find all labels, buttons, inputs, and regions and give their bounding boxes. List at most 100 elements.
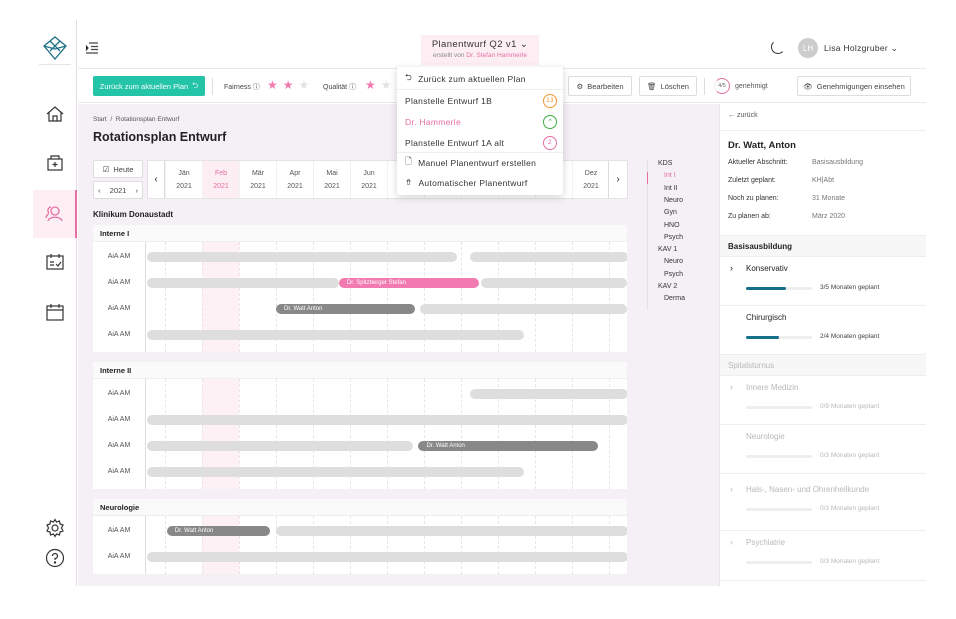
- department-nav-item[interactable]: KAV 1: [658, 246, 678, 254]
- month-column[interactable]: Jun 2021: [350, 161, 387, 198]
- menu-item-manual-draft[interactable]: 🗋 Manuel Planentwurf erstellen: [397, 152, 563, 173]
- month-column[interactable]: Dez 2021: [572, 161, 609, 198]
- department-nav-item[interactable]: KDS: [658, 160, 673, 167]
- top-header: Planentwurf Q2 v1 ⌄ erstellt von Dr. Ste…: [78, 20, 926, 69]
- grid-line: [350, 516, 351, 574]
- menu-toggle-icon[interactable]: [85, 42, 99, 56]
- availability-bar[interactable]: [146, 467, 524, 477]
- trash-icon: 🗑: [647, 81, 657, 91]
- training-item[interactable]: Chirurgisch 2/4 Monaten geplant: [720, 306, 926, 355]
- month-column[interactable]: Feb 2021: [202, 161, 239, 198]
- department-nav-item[interactable]: Gyn: [664, 209, 677, 217]
- sidebar-item-medical[interactable]: [33, 140, 77, 188]
- active-indicator: [647, 172, 648, 184]
- availability-bar[interactable]: [146, 441, 413, 451]
- department-nav-item[interactable]: KAV 2: [658, 283, 678, 290]
- today-button[interactable]: ☑ Heute: [93, 160, 143, 178]
- grid-line: [609, 516, 610, 574]
- menu-item-draft[interactable]: Planstelle Entwurf 1B 13: [397, 90, 563, 111]
- availability-bar[interactable]: [420, 304, 627, 314]
- sidebar-item-home[interactable]: [33, 91, 77, 139]
- user-menu[interactable]: Lisa Holzgruber ⌄: [824, 43, 898, 54]
- menu-item-auto-draft[interactable]: ⇮ Automatischer Planentwurf: [397, 172, 563, 193]
- grid-line: [313, 242, 314, 352]
- availability-bar[interactable]: [470, 389, 627, 399]
- availability-bar[interactable]: [481, 278, 627, 288]
- button-label: Heute: [113, 164, 134, 174]
- settings-button[interactable]: [33, 514, 77, 544]
- month-column[interactable]: Jän 2021: [165, 161, 202, 198]
- calendar-check-icon: [45, 252, 65, 274]
- help-button[interactable]: [33, 544, 77, 574]
- availability-bar[interactable]: [146, 552, 627, 562]
- availability-bar[interactable]: [470, 252, 627, 262]
- grid-line: [609, 242, 610, 352]
- department-nav-item[interactable]: HNO: [664, 221, 680, 229]
- chevron-right-icon[interactable]: ›: [135, 185, 139, 195]
- training-item[interactable]: › Innere Medizin 0/9 Monaten geplant: [720, 376, 926, 425]
- sidebar-item-calendar[interactable]: [33, 289, 77, 337]
- back-link[interactable]: ← zurück: [728, 112, 758, 119]
- availability-bar[interactable]: [276, 526, 627, 536]
- grid-line: [165, 516, 166, 574]
- edit-button[interactable]: ⚙ Bearbeiten: [568, 76, 632, 96]
- department-nav-item[interactable]: Int I: [664, 172, 676, 180]
- grid-line: [498, 379, 499, 489]
- sidebar-item-people[interactable]: [33, 190, 77, 238]
- menu-item-label: Planstelle Entwurf 1A alt: [405, 137, 505, 148]
- department-nav-item[interactable]: Derma: [664, 295, 686, 303]
- chevron-left-icon[interactable]: ‹: [98, 185, 101, 195]
- year-selector[interactable]: ‹ 2021 ›: [93, 181, 143, 199]
- assignment-bar[interactable]: Dr. Watt Anton: [166, 526, 271, 536]
- avatar[interactable]: LH: [798, 38, 818, 58]
- assignment-bar[interactable]: Dr. Watt Anton: [418, 441, 598, 451]
- availability-bar[interactable]: [146, 252, 458, 262]
- view-approvals-button[interactable]: 👁 Genehmigungen einsehen: [797, 76, 911, 96]
- training-item[interactable]: › Psychiatrie 0/3 Monaten geplant: [720, 531, 926, 581]
- training-item[interactable]: › Hals-, Nasen- und Ohrenheilkunde 0/3 Mon…: [720, 474, 926, 531]
- timeline: Dr. Watt Anton: [145, 516, 627, 574]
- month-column[interactable]: Mär 2021: [239, 161, 276, 198]
- main-content: Start / Rotationsplan Entwurf Rotationsp…: [78, 104, 719, 586]
- info-value: 31 Monate: [812, 195, 846, 202]
- breadcrumb-current: Rotationsplan Entwurf: [115, 116, 180, 123]
- month-year: 2021: [250, 183, 266, 190]
- next-months-button[interactable]: ›: [608, 161, 627, 198]
- back-to-current-plan-button[interactable]: Zurück zum aktuellen Plan ⮌: [93, 76, 205, 96]
- delete-button[interactable]: 🗑 Löschen: [639, 76, 697, 96]
- department-nav-item[interactable]: Int II: [664, 184, 678, 192]
- department-nav-item[interactable]: Psych: [664, 233, 684, 241]
- month-year: 2021: [287, 183, 303, 190]
- menu-item-draft[interactable]: Planstelle Entwurf 1A alt 2: [397, 132, 563, 153]
- prev-months-button[interactable]: ‹: [148, 161, 165, 198]
- department-header: Neurologie: [93, 499, 627, 516]
- sidebar-item-schedule[interactable]: [33, 239, 77, 287]
- menu-item-draft[interactable]: Dr. Hammerle ^: [397, 111, 563, 132]
- department-nav-item[interactable]: Neuro: [664, 258, 684, 266]
- availability-bar[interactable]: [146, 278, 339, 288]
- rocket-icon: ⇮: [405, 177, 413, 187]
- menu-item-back-to-current[interactable]: ⮌ Zurück zum aktuellen Plan: [397, 69, 563, 90]
- home-icon: [45, 104, 65, 126]
- grid-line: [202, 516, 203, 574]
- progress-text: 0/3 Monaten geplant: [820, 504, 880, 512]
- department-nav-item[interactable]: Psych: [664, 270, 684, 278]
- plan-selector[interactable]: Planentwurf Q2 v1 ⌄ erstellt von Dr. Ste…: [421, 35, 539, 65]
- person-name: Dr. Watt, Anton: [728, 140, 796, 151]
- month-year: 2021: [361, 183, 377, 190]
- hospital-name: Klinikum Donaustadt: [93, 210, 174, 219]
- assignment-bar[interactable]: Dr. Watt Anton: [276, 304, 415, 314]
- month-column[interactable]: Apr 2021: [276, 161, 313, 198]
- training-item[interactable]: › Konservativ 3/5 Monaten geplant: [720, 257, 926, 306]
- availability-bar[interactable]: [146, 330, 524, 340]
- breadcrumb-start[interactable]: Start: [93, 116, 107, 123]
- availability-bar[interactable]: [146, 415, 627, 425]
- row-label: AiA AM: [107, 468, 131, 475]
- return-icon: ⮌: [192, 80, 199, 90]
- training-item[interactable]: Neurologie 0/3 Monaten geplant: [720, 425, 926, 474]
- grid-line: [424, 516, 425, 574]
- assignment-bar[interactable]: Dr. Spitzberger Stefan: [338, 278, 480, 288]
- chevron-right-icon: ›: [730, 537, 733, 547]
- month-column[interactable]: Mai 2021: [313, 161, 350, 198]
- department-nav-item[interactable]: Neuro: [664, 196, 684, 204]
